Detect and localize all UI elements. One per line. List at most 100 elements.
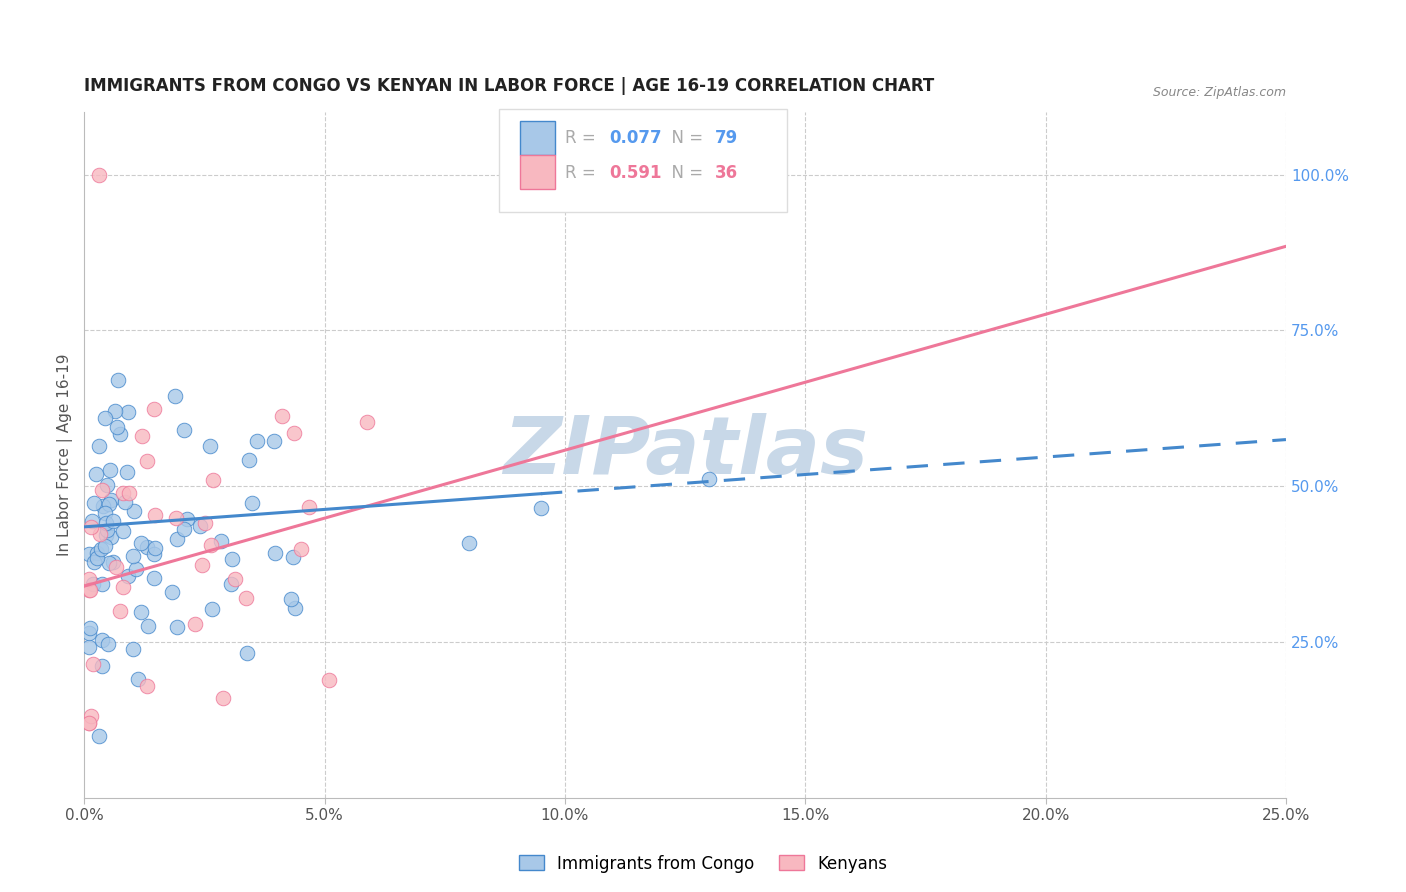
Point [143, 541, 166, 556]
Point [290, 542, 312, 557]
Point [87, 439, 110, 453]
Point [100, 530, 122, 544]
Point [165, 511, 187, 525]
Point [122, 504, 145, 518]
Point [86, 551, 108, 566]
Point [127, 673, 149, 687]
Point [318, 673, 340, 687]
Point [90, 541, 112, 556]
Point [77, 547, 100, 561]
Point [98, 497, 121, 511]
Point [212, 690, 235, 705]
Point [143, 547, 166, 561]
Point [122, 642, 145, 657]
Point [201, 473, 224, 487]
Point [83, 496, 105, 510]
Point [356, 415, 378, 429]
Point [160, 584, 183, 599]
Point [166, 619, 188, 633]
Point [86, 546, 108, 560]
Point [697, 473, 720, 487]
Point [111, 524, 134, 538]
FancyBboxPatch shape [520, 155, 555, 189]
Point [165, 389, 187, 403]
Point [457, 536, 479, 550]
Point [236, 646, 259, 660]
Text: 0.591: 0.591 [609, 163, 662, 182]
Point [188, 519, 211, 533]
Point [166, 532, 188, 546]
Point [105, 560, 128, 574]
Point [91, 483, 114, 497]
Point [176, 511, 198, 525]
Point [238, 453, 260, 467]
Text: Source: ZipAtlas.com: Source: ZipAtlas.com [1153, 86, 1286, 98]
Point [235, 591, 257, 606]
Point [80, 514, 103, 528]
Point [97, 556, 120, 570]
Text: 36: 36 [716, 163, 738, 182]
Point [94, 516, 117, 530]
Point [91, 499, 114, 513]
Point [111, 485, 134, 500]
Point [79, 621, 101, 635]
Point [91, 577, 114, 591]
Point [115, 465, 138, 479]
Point [173, 522, 195, 536]
Point [96, 478, 118, 492]
Y-axis label: In Labor Force | Age 16-19: In Labor Force | Age 16-19 [58, 354, 73, 557]
Point [200, 538, 222, 552]
Point [143, 508, 166, 523]
Point [82, 577, 104, 591]
Point [246, 434, 269, 448]
FancyBboxPatch shape [520, 121, 555, 155]
Point [96, 528, 118, 542]
Point [101, 515, 124, 529]
Point [135, 454, 157, 468]
Point [240, 496, 263, 510]
Point [264, 546, 287, 560]
Point [530, 500, 553, 515]
Point [83, 555, 105, 569]
Point [271, 409, 294, 423]
Point [184, 616, 207, 631]
Point [80, 709, 103, 723]
Point [77, 572, 100, 586]
Point [143, 571, 166, 585]
Point [281, 549, 304, 564]
Point [79, 582, 101, 597]
Point [89, 527, 111, 541]
Point [108, 604, 131, 618]
Point [114, 494, 136, 508]
Point [94, 507, 117, 521]
Point [77, 625, 100, 640]
Point [117, 569, 139, 583]
Text: N =: N = [661, 129, 709, 147]
Legend: Immigrants from Congo, Kenyans: Immigrants from Congo, Kenyans [512, 848, 894, 880]
Point [135, 540, 157, 554]
Point [105, 420, 128, 434]
Point [173, 423, 195, 437]
Point [77, 640, 100, 654]
Point [108, 427, 131, 442]
Point [97, 637, 120, 651]
Point [131, 429, 153, 443]
Text: R =: R = [565, 129, 600, 147]
Point [94, 411, 117, 425]
Text: N =: N = [661, 163, 709, 182]
Point [84, 467, 107, 482]
Point [221, 551, 243, 566]
Point [129, 536, 152, 550]
Point [87, 168, 110, 182]
FancyBboxPatch shape [499, 109, 787, 211]
Point [135, 679, 157, 693]
Point [77, 716, 100, 731]
Point [100, 492, 122, 507]
Text: ZIPatlas: ZIPatlas [502, 413, 868, 491]
Text: R =: R = [565, 163, 600, 182]
Point [77, 582, 100, 597]
Point [191, 558, 214, 572]
Point [200, 439, 222, 453]
Point [98, 463, 121, 477]
Text: 79: 79 [716, 129, 738, 147]
